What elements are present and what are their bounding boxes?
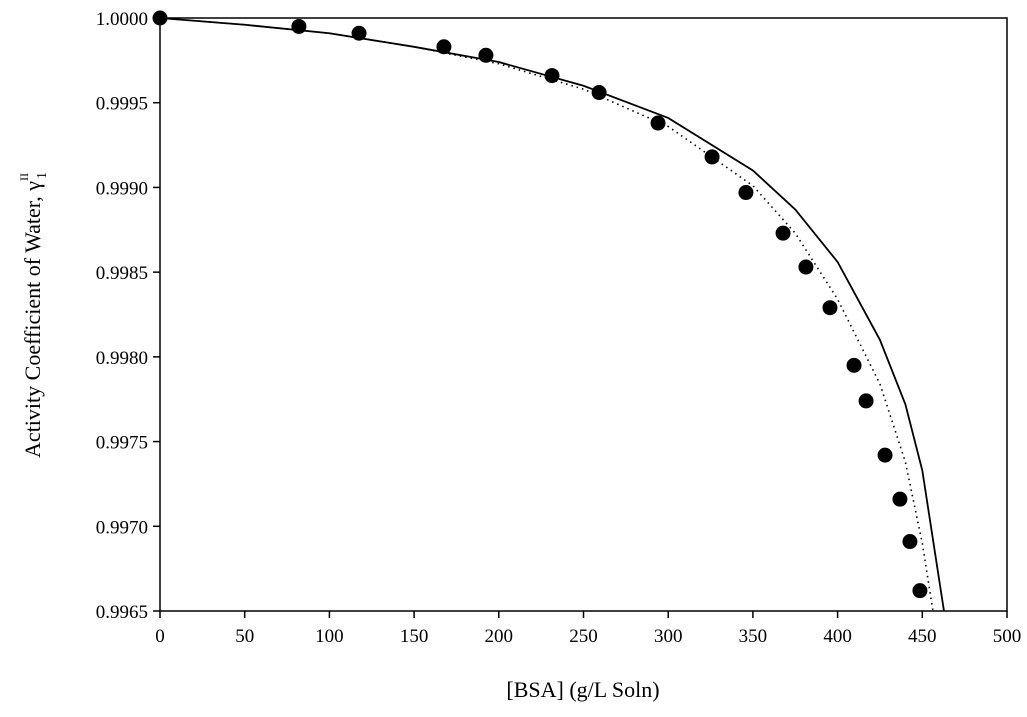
data-point bbox=[775, 225, 791, 241]
y-tick-label: 0.9980 bbox=[96, 348, 148, 369]
data-point bbox=[650, 115, 666, 131]
x-tick-label: 100 bbox=[315, 626, 344, 647]
x-tick-label: 50 bbox=[235, 626, 254, 647]
y-tick-label: 1.0000 bbox=[96, 9, 148, 30]
x-tick-label: 0 bbox=[155, 626, 165, 647]
y-tick-label: 0.9970 bbox=[96, 517, 148, 538]
plot-frame bbox=[159, 17, 1008, 612]
x-tick-label: 200 bbox=[485, 626, 514, 647]
x-axis-label: [BSA] (g/L Soln) bbox=[506, 677, 659, 702]
data-point bbox=[436, 39, 452, 55]
data-point bbox=[902, 534, 918, 550]
x-tick-label: 350 bbox=[739, 626, 768, 647]
data-point bbox=[291, 18, 307, 34]
y-tick-label: 0.9965 bbox=[96, 602, 148, 623]
curve bbox=[159, 17, 945, 612]
data-point bbox=[892, 491, 908, 507]
y-tick-label: 0.9975 bbox=[96, 433, 148, 454]
x-tick-label: 250 bbox=[569, 626, 598, 647]
data-point bbox=[822, 300, 838, 316]
y-axis-label: Activity Coefficient of Water, γII 1 bbox=[17, 172, 50, 458]
data-point bbox=[877, 447, 893, 463]
y-tick-label: 0.9995 bbox=[96, 94, 148, 115]
y-label-main: Activity Coefficient of Water, γ bbox=[20, 181, 45, 458]
data-point bbox=[912, 583, 928, 599]
curve bbox=[159, 17, 934, 612]
y-label-sup: II bbox=[17, 173, 31, 181]
data-point bbox=[846, 357, 862, 373]
y-tick-label: 0.9985 bbox=[96, 263, 148, 284]
data-point bbox=[704, 149, 720, 165]
y-tick-label: 0.9990 bbox=[96, 178, 148, 199]
data-point bbox=[798, 259, 814, 275]
data-point bbox=[858, 393, 874, 409]
x-tick-label: 500 bbox=[993, 626, 1022, 647]
x-tick-label: 450 bbox=[908, 626, 937, 647]
data-point bbox=[738, 185, 754, 201]
x-tick-label: 300 bbox=[654, 626, 683, 647]
y-label-sub: 1 bbox=[35, 172, 50, 179]
x-tick-label: 400 bbox=[823, 626, 852, 647]
data-point bbox=[544, 68, 560, 84]
x-tick-label: 150 bbox=[400, 626, 429, 647]
